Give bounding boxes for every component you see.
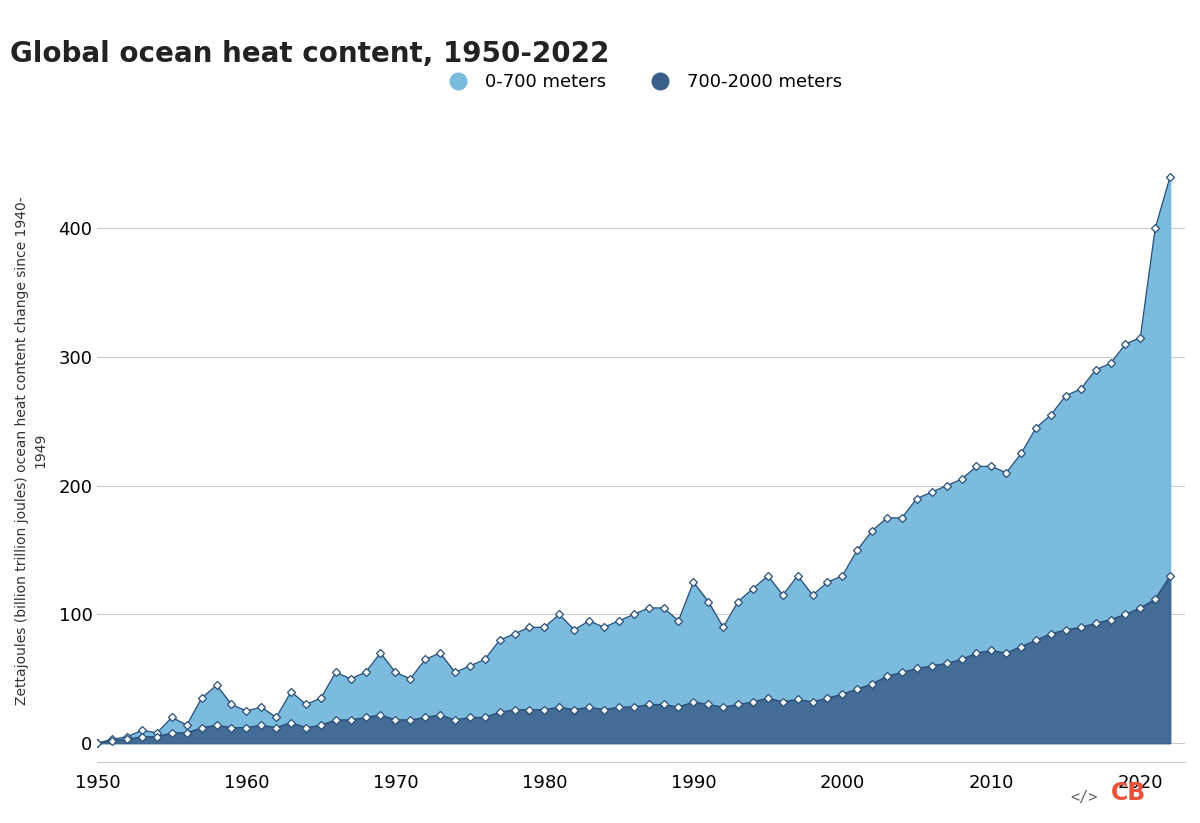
Text: Global ocean heat content, 1950-2022: Global ocean heat content, 1950-2022 bbox=[11, 40, 610, 67]
Legend: 0-700 meters, 700-2000 meters: 0-700 meters, 700-2000 meters bbox=[433, 66, 850, 99]
Y-axis label: Zettajoules (billion trillion joules) ocean heat content change since 1940-
1949: Zettajoules (billion trillion joules) oc… bbox=[14, 196, 48, 704]
Text: </>: </> bbox=[1070, 790, 1098, 805]
Text: CB: CB bbox=[1111, 781, 1146, 805]
